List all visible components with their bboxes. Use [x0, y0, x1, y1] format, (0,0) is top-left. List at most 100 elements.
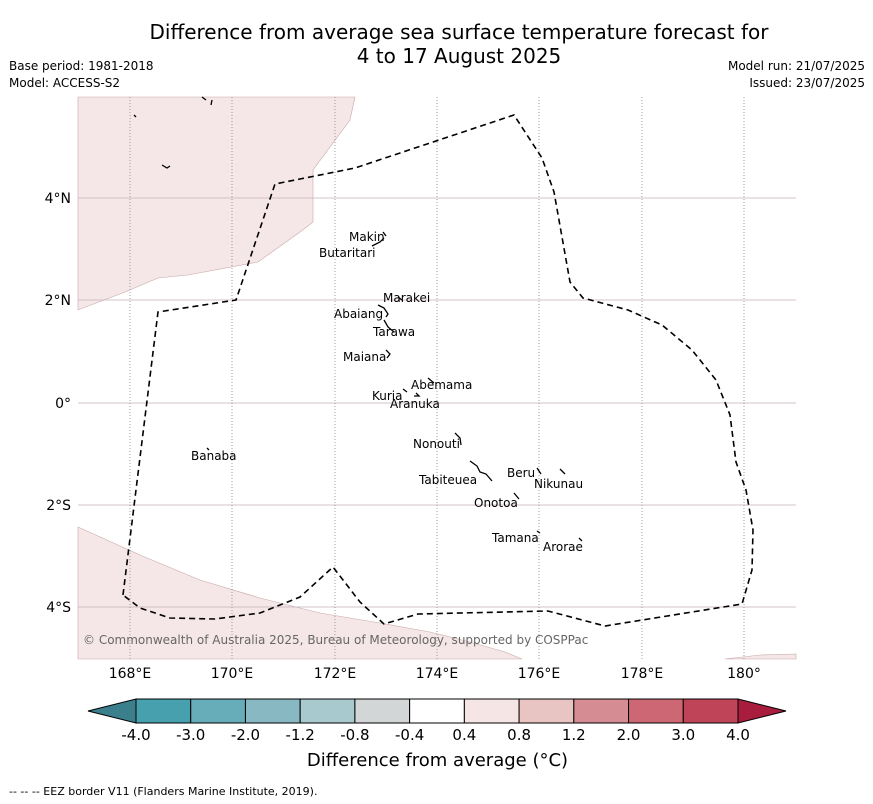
colorbar-tick-label: 2.0	[617, 726, 641, 744]
lat-label-4s: 4°S	[46, 600, 71, 616]
colorbar-segment	[518, 698, 575, 724]
colorbar-segment	[190, 698, 246, 724]
island-tarawa	[383, 319, 395, 333]
island-north-4	[210, 99, 213, 106]
label-abaiang: Abaiang	[334, 307, 383, 321]
label-onotoa: Onotoa	[474, 496, 518, 510]
colorbar-tick-label: -4.0	[121, 726, 150, 744]
label-banaba: Banaba	[191, 449, 237, 463]
meridians	[129, 97, 745, 659]
meta-left: Base period: 1981-2018 Model: ACCESS-S2	[9, 58, 154, 92]
islands	[133, 96, 583, 542]
shaded-regions	[77, 96, 797, 660]
label-abemama: Abemama	[411, 378, 472, 392]
colorbar-segment	[409, 698, 465, 724]
lat-label-2n: 2°N	[45, 293, 71, 309]
island-kuria	[402, 388, 408, 393]
island-maiana	[385, 349, 391, 359]
island-banaba	[206, 447, 210, 451]
lon-axis-labels: 168°E 170°E 172°E 174°E 176°E 178°E 180°	[109, 666, 761, 682]
colorbar-tick-label: 4.0	[726, 726, 750, 744]
lon-label-172e: 172°E	[314, 666, 357, 682]
colorbar-tick-label: 0.4	[452, 726, 476, 744]
island-aranuka	[414, 392, 421, 397]
label-kuria: Kuria	[372, 389, 403, 403]
lon-label-176e: 176°E	[518, 666, 561, 682]
island-tamana	[536, 530, 541, 534]
island-nikunau	[559, 468, 566, 475]
colorbar-segments	[135, 698, 739, 724]
lon-label-180: 180°	[727, 666, 761, 682]
island-north-2	[161, 164, 171, 169]
colorbar-tick-label: -0.4	[395, 726, 424, 744]
label-marakei: Marakei	[383, 291, 430, 305]
colorbar-segment	[628, 698, 684, 724]
lon-label-174e: 174°E	[416, 666, 459, 682]
meta-right: Model run: 21/07/2025 Issued: 23/07/2025	[728, 58, 865, 92]
island-tabiteuea	[469, 460, 493, 482]
lon-label-168e: 168°E	[109, 666, 152, 682]
lat-axis-labels: 4°N 2°N 0° 2°S 4°S	[45, 191, 72, 616]
colorbar-tick-label: 0.8	[507, 726, 531, 744]
label-tamana: Tamana	[491, 531, 539, 545]
label-nonouti: Nonouti	[413, 437, 460, 451]
colorbar-segment	[244, 698, 301, 724]
island-abaiang	[377, 304, 389, 318]
colorbar-segment	[573, 698, 630, 724]
place-labels: Makin Butaritari Marakei Abaiang Tarawa …	[191, 230, 583, 554]
island-abemama	[427, 377, 435, 384]
colorbar-segment	[463, 698, 520, 724]
island-north-3	[201, 96, 207, 101]
island-arorae	[578, 537, 583, 542]
colorbar-tick-label: 3.0	[671, 726, 695, 744]
label-beru: Beru	[507, 466, 535, 480]
island-marakei	[397, 296, 403, 301]
title-line-2: 4 to 17 August 2025	[356, 44, 562, 68]
colorbar-tick-label: 1.2	[562, 726, 586, 744]
label-nikunau: Nikunau	[534, 477, 583, 491]
colorbar-tick-label: -2.0	[231, 726, 260, 744]
label-arorae: Arorae	[543, 540, 583, 554]
island-nonouti	[454, 432, 462, 446]
island-beru	[536, 467, 542, 475]
colorbar-segment	[299, 698, 356, 724]
lat-label-4n: 4°N	[45, 191, 71, 207]
island-makin	[382, 231, 387, 237]
colorbar-segment	[682, 698, 739, 724]
colorbar-segment	[354, 698, 411, 724]
label-tabiteuea: Tabiteuea	[418, 473, 477, 487]
colorbar: -4.0 -3.0 -2.0 -1.2 -0.8 -0.4 0.4 0.8 1.2 2.0 3.0 4…	[87, 698, 787, 744]
copyright-notice: © Commonwealth of Australia 2025, Bureau…	[83, 633, 588, 647]
lon-label-170e: 170°E	[211, 666, 254, 682]
shaded-region-south	[77, 526, 523, 660]
model-name: Model: ACCESS-S2	[9, 76, 121, 90]
shaded-region-southeast	[724, 653, 797, 660]
label-aranuka: Aranuka	[390, 397, 440, 411]
map-title: Difference from average sea surface temp…	[0, 20, 873, 68]
issued-date: Issued: 23/07/2025	[749, 76, 865, 90]
label-butaritari: Butaritari	[319, 246, 376, 260]
colorbar-min-arrow	[87, 698, 137, 724]
island-north-1	[133, 114, 137, 118]
eez-border	[122, 114, 754, 627]
lat-label-2s: 2°S	[46, 498, 71, 514]
base-period: Base period: 1981-2018	[9, 59, 154, 73]
title-line-1: Difference from average sea surface temp…	[149, 20, 769, 44]
label-tarawa: Tarawa	[372, 325, 415, 339]
label-maiana: Maiana	[343, 350, 386, 364]
colorbar-max-arrow	[737, 698, 787, 724]
model-run: Model run: 21/07/2025	[727, 59, 865, 73]
eez-note: -- -- -- EEZ border V11 (Flanders Marine…	[9, 785, 318, 798]
shaded-region-north	[77, 96, 356, 311]
island-onotoa	[513, 492, 520, 500]
island-butaritari	[371, 237, 385, 247]
lat-label-0: 0°	[55, 396, 71, 412]
colorbar-segment	[135, 698, 192, 724]
colorbar-tick-labels: -4.0 -3.0 -2.0 -1.2 -0.8 -0.4 0.4 0.8 1.2 2.0 3.0 4…	[121, 726, 750, 744]
colorbar-label: Difference from average (°C)	[306, 750, 569, 771]
colorbar-tick-label: -1.2	[286, 726, 315, 744]
lon-label-178e: 178°E	[621, 666, 664, 682]
colorbar-tick-label: -3.0	[176, 726, 205, 744]
colorbar-tick-label: -0.8	[340, 726, 369, 744]
